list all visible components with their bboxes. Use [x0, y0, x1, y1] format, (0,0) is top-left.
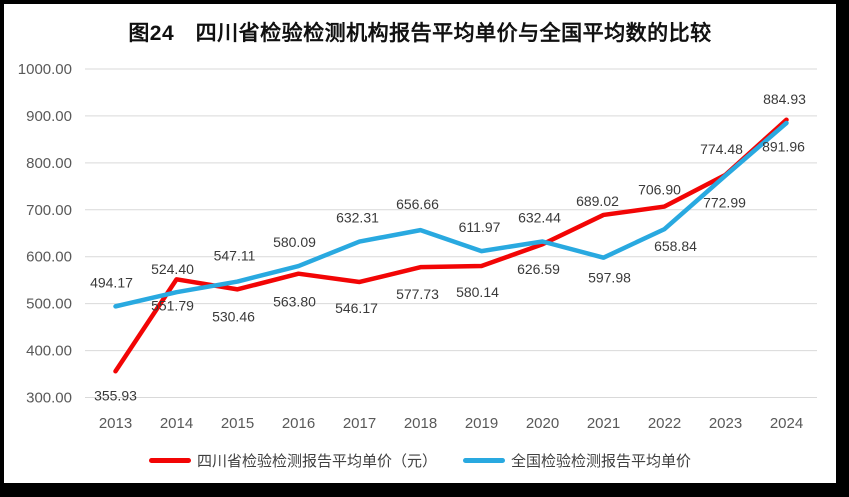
data-label: 689.02 [576, 193, 619, 209]
data-label: 551.79 [151, 297, 194, 313]
legend-label-sichuan: 四川省检验检测报告平均单价（元） [196, 453, 437, 470]
x-tick-label: 2014 [160, 415, 193, 432]
x-tick-label: 2018 [404, 415, 437, 432]
chart-canvas: 1000.00 900.00 800.00 700.00 600.00 500.00 400… [18, 61, 817, 432]
y-tick-label: 700.00 [26, 202, 72, 219]
y-tick-label: 900.00 [26, 108, 72, 125]
data-label: 547.11 [214, 248, 256, 264]
legend-item-sichuan: 四川省检验检测报告平均单价（元） [148, 450, 437, 471]
legend: 四川省检验检测报告平均单价（元） 全国检验检测报告平均单价 [4, 450, 836, 471]
y-tick-label: 300.00 [26, 390, 72, 407]
x-tick-label: 2013 [99, 415, 132, 432]
y-tick-label: 500.00 [26, 296, 72, 313]
chart-title: 图24 四川省检验检测机构报告平均单价与全国平均数的比较 [128, 22, 712, 45]
x-tick-label: 2016 [282, 415, 315, 432]
x-tick-label: 2023 [709, 415, 742, 432]
data-label: 706.90 [638, 182, 681, 198]
y-tick-label: 600.00 [26, 249, 72, 266]
legend-marker-sichuan [148, 458, 191, 463]
series-line-national [113, 120, 789, 309]
data-label: 577.73 [396, 286, 439, 302]
series-line-sichuan [113, 117, 789, 374]
data-label: 524.40 [151, 261, 194, 277]
data-label: 632.44 [518, 209, 561, 225]
data-label: 626.59 [517, 261, 560, 277]
x-tick-label: 2019 [465, 415, 498, 432]
data-label: 772.99 [703, 195, 746, 211]
x-tick-label: 2017 [343, 415, 376, 432]
legend-item-national: 全国检验检测报告平均单价 [463, 450, 691, 471]
data-label: 884.93 [763, 91, 806, 107]
y-tick-label: 1000.00 [18, 61, 72, 78]
x-tick-label: 2015 [221, 415, 254, 432]
x-tick-label: 2024 [770, 415, 803, 432]
x-tick-label: 2020 [526, 415, 559, 432]
data-label: 891.96 [762, 139, 805, 155]
chart-frame: 图24 四川省检验检测机构报告平均单价与全国平均数的比较 1000.00 900.… [4, 4, 836, 483]
data-label: 632.31 [336, 210, 379, 226]
legend-label-national: 全国检验检测报告平均单价 [511, 453, 692, 470]
data-label: 774.48 [700, 141, 743, 157]
data-label: 494.17 [90, 274, 133, 290]
data-label: 530.46 [212, 308, 255, 324]
data-label: 580.09 [273, 234, 316, 250]
data-label: 658.84 [654, 238, 697, 254]
data-label: 355.93 [94, 387, 137, 403]
x-tick-label: 2021 [587, 415, 620, 432]
legend-marker-national [463, 458, 505, 463]
data-label: 597.98 [588, 270, 631, 286]
data-label: 611.97 [459, 219, 501, 235]
data-label: 546.17 [335, 300, 378, 316]
y-tick-label: 800.00 [26, 155, 72, 172]
data-label: 563.80 [273, 294, 316, 310]
x-tick-label: 2022 [648, 415, 681, 432]
y-tick-label: 400.00 [26, 343, 72, 360]
data-label: 580.14 [456, 284, 499, 300]
data-label: 656.66 [396, 196, 439, 212]
